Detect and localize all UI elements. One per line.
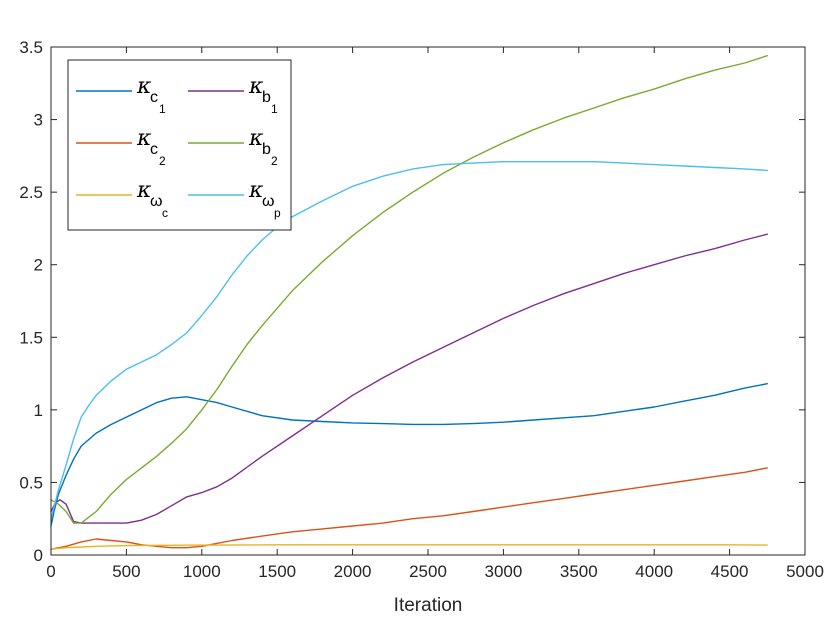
legend-label: κ (136, 178, 152, 203)
series-line-1 (50, 383, 768, 527)
legend-label-subsub: 1 (159, 102, 166, 116)
y-tick-label: 3 (34, 111, 43, 130)
legend-label-sub: ω (150, 193, 163, 210)
series-line-4 (50, 233, 768, 524)
x-tick-label: 3500 (560, 562, 598, 581)
x-tick-label: 1500 (258, 562, 296, 581)
x-tick-label: 2500 (409, 562, 447, 581)
y-tick-label: 0.5 (19, 473, 43, 492)
x-tick-label: 500 (112, 562, 140, 581)
x-tick-label: 5000 (786, 562, 824, 581)
legend-label: κ (136, 74, 152, 99)
y-tick-label: 3.5 (19, 38, 43, 57)
x-tick-label: 3000 (484, 562, 522, 581)
series-line-2 (50, 467, 768, 550)
legend-label: κ (248, 126, 264, 151)
y-tick-label: 2.5 (19, 183, 43, 202)
x-axis-title: Iteration (394, 595, 463, 616)
axis-layer: 0 500 1000 1500 2000 2500 3000 3500 4000 4500 5000… (19, 38, 824, 581)
y-tick-label: 2 (34, 256, 43, 275)
legend-label-subsub: 2 (271, 154, 278, 168)
x-tick-label: 1000 (183, 562, 221, 581)
series-line-6 (50, 160, 768, 520)
series-line-3 (50, 544, 768, 550)
legend-label: κ (248, 74, 264, 99)
legend-label-sub: b (262, 141, 271, 158)
legend-label-sub: b (262, 89, 271, 106)
y-tick-label: 1.5 (19, 328, 43, 347)
x-tick-label: 4000 (635, 562, 673, 581)
legend-label-subsub: c (162, 206, 168, 220)
legend-label-subsub: 1 (271, 102, 278, 116)
legend-label-sub: ω (262, 193, 275, 210)
x-tick-label: 2000 (334, 562, 372, 581)
series-layer (50, 55, 768, 550)
x-tick-label: 4500 (711, 562, 749, 581)
x-tick-label: 0 (46, 562, 55, 581)
y-tick-label: 0 (34, 546, 43, 565)
series-line-5 (50, 55, 768, 524)
legend-box (67, 59, 292, 231)
legend-label-subsub: 2 (159, 154, 166, 168)
y-tick-label: 1 (34, 401, 43, 420)
legend-label-sub: c (150, 89, 158, 106)
legend-label-sub: c (150, 141, 158, 158)
legend-label-subsub: p (274, 206, 281, 220)
legend-label: κ (136, 126, 152, 151)
legend-label: κ (248, 178, 264, 203)
